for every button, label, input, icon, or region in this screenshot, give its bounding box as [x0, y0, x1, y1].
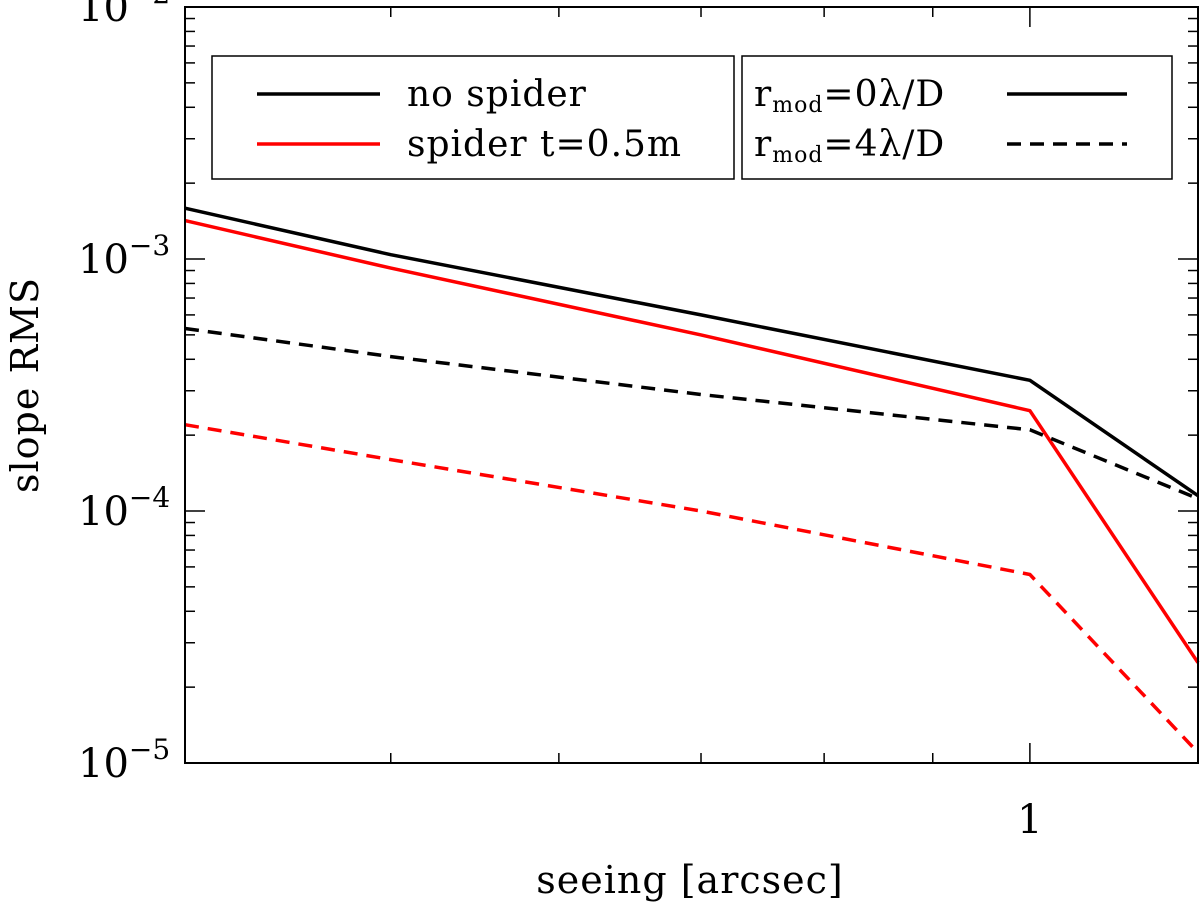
y-axis-title: slope RMS	[3, 277, 47, 493]
series-line-3	[184, 326, 1199, 501]
legend-label: no spider	[407, 74, 587, 115]
y-tick-label: 10−3	[78, 229, 170, 283]
y-tick-label: 10−2	[78, 0, 170, 31]
x-tick-labels: 1	[1017, 797, 1042, 843]
legend-box-2	[741, 55, 1173, 180]
y-tick-labels: 10−2 10−3 10−4 10−5	[78, 0, 170, 787]
legends: no spider spider t=0.5m rmod=0λ/D rmod=4λ/D	[211, 55, 1173, 180]
y-tick-label: 10−5	[78, 733, 170, 787]
legend-label: spider t=0.5m	[407, 124, 682, 165]
axis-ticks	[185, 6, 1198, 764]
series-line-4	[184, 422, 1200, 754]
y-tick-label: 10−4	[78, 481, 170, 535]
legend-box-1	[211, 55, 735, 180]
plot-frame	[184, 6, 1199, 764]
x-tick-label: 1	[1017, 797, 1042, 843]
x-axis-title: seeing [arcsec]	[536, 858, 844, 902]
series-line-1	[184, 206, 1199, 498]
legend-label: rmod=0λ/D	[754, 74, 945, 118]
series-line-2	[184, 218, 1200, 664]
legend-label: rmod=4λ/D	[754, 124, 945, 168]
series-group	[184, 206, 1200, 754]
